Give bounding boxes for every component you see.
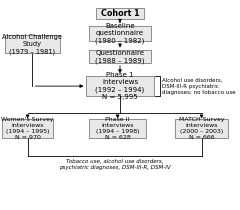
FancyBboxPatch shape — [175, 119, 228, 138]
Text: Alcohol use disorders,
DSM-III-R psychiatric
diagnoses; no tobacco use: Alcohol use disorders, DSM-III-R psychia… — [162, 78, 235, 94]
FancyBboxPatch shape — [96, 8, 144, 19]
Text: Alcohol Challenge
Study
(1979 – 1981): Alcohol Challenge Study (1979 – 1981) — [2, 34, 62, 55]
Text: Tobacco use, alcohol use disorders,
psychiatric diagnoses, DSM-III-R, DSM-IV: Tobacco use, alcohol use disorders, psyc… — [59, 159, 170, 169]
Text: Phase II
interviews
(1994 – 1998)
N = 628: Phase II interviews (1994 – 1998) N = 62… — [96, 117, 139, 140]
FancyBboxPatch shape — [2, 119, 53, 138]
Text: Cohort 1: Cohort 1 — [101, 9, 139, 18]
FancyBboxPatch shape — [89, 50, 151, 63]
Text: MATCH Survey
interviews
(2000 – 2003)
N = 666: MATCH Survey interviews (2000 – 2003) N … — [179, 117, 224, 140]
FancyBboxPatch shape — [5, 35, 60, 53]
FancyBboxPatch shape — [89, 119, 146, 138]
Text: Questionnaire
(1988 – 1989): Questionnaire (1988 – 1989) — [95, 50, 145, 64]
Text: Baseline
questionnaire
(1980 – 1982): Baseline questionnaire (1980 – 1982) — [95, 23, 145, 44]
FancyBboxPatch shape — [89, 26, 151, 41]
Text: Phase 1
interviews
(1992 – 1994)
N = 5,995: Phase 1 interviews (1992 – 1994) N = 5,9… — [95, 72, 145, 100]
FancyBboxPatch shape — [86, 76, 154, 96]
Text: Women's Survey
interviews
(1994 – 1995)
N = 970: Women's Survey interviews (1994 – 1995) … — [1, 117, 54, 140]
